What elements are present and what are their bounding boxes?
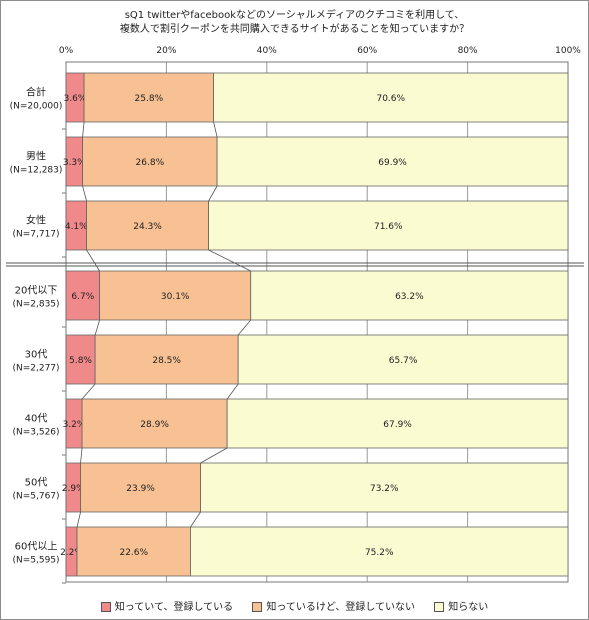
- category-n-label: (N=7,717): [12, 230, 59, 240]
- series-connector-line: [82, 121, 85, 138]
- x-tick-label: 60%: [357, 46, 377, 56]
- series-connector-line: [237, 319, 252, 336]
- series-connector-line: [76, 511, 81, 528]
- bar-segment-unknown: [190, 526, 569, 577]
- bar-segment-known-not-registered: [99, 270, 252, 321]
- legend-label-known-not-registered: 知っているけど、登録していない: [266, 602, 416, 613]
- bar-segment-known-not-registered: [94, 334, 239, 385]
- stacked-bar-chart: 0% 20% 40% 60% 80% 100% 3.6% 25.8% 70.6% 合計 (N=20,…: [6, 46, 584, 584]
- category-n-label: (N=3,526): [12, 428, 59, 438]
- category-n-label: (N=20,000): [10, 102, 63, 112]
- data-label-unknown: 67.9%: [383, 420, 412, 430]
- legend-swatch-known-not-registered: [252, 602, 263, 612]
- bar-segment-unknown: [216, 136, 569, 187]
- category-n-label: (N=12,283): [10, 166, 63, 176]
- legend-item-unknown: 知らない: [434, 598, 488, 613]
- series-connector-line: [200, 447, 228, 464]
- legend-swatch-unknown: [434, 602, 445, 612]
- data-label-unknown: 73.2%: [370, 484, 399, 494]
- category-label: 女性: [26, 214, 46, 227]
- chart-legend: 知っていて、登録している 知っているけど、登録していない 知らない: [0, 598, 589, 613]
- bar-segment-known-not-registered: [80, 462, 201, 513]
- data-label-known-not-registered: 28.9%: [140, 420, 169, 430]
- chart-title-line2: 複数人で割引クーポンを共同購入できるサイトがあることを知っていますか？: [119, 24, 470, 35]
- data-label-registered: 2.2%: [60, 548, 83, 558]
- data-label-registered: 6.7%: [71, 292, 94, 302]
- data-label-known-not-registered: 30.1%: [161, 292, 190, 302]
- category-n-label: (N=5,595): [12, 556, 59, 566]
- legend-label-registered: 知っていて、登録している: [114, 602, 234, 613]
- x-tick-label: 0%: [59, 46, 74, 56]
- bar-segment-unknown: [226, 398, 569, 449]
- x-tick-label: 100%: [555, 46, 581, 56]
- bar-segment-unknown: [250, 270, 569, 321]
- data-label-unknown: 71.6%: [374, 222, 403, 232]
- series-connector-line: [213, 121, 218, 138]
- data-label-registered: 4.1%: [65, 222, 88, 232]
- bar-segment-known-not-registered: [82, 136, 218, 187]
- data-label-known-not-registered: 22.6%: [119, 548, 148, 558]
- series-connector-line: [190, 511, 201, 528]
- category-n-label: (N=2,835): [12, 300, 59, 310]
- category-n-label: (N=2,277): [12, 364, 59, 374]
- bar-segment-known-not-registered: [81, 398, 228, 449]
- plot-border: [65, 61, 569, 583]
- category-label: 合計: [26, 86, 46, 99]
- data-label-unknown: 65.7%: [389, 356, 418, 366]
- series-connector-line: [86, 249, 100, 272]
- data-label-known-not-registered: 24.3%: [133, 222, 162, 232]
- data-label-unknown: 70.6%: [376, 94, 405, 104]
- data-label-registered: 3.6%: [64, 94, 87, 104]
- legend-item-known-not-registered: 知っているけど、登録していない: [252, 598, 415, 613]
- bar-segment-unknown: [213, 72, 569, 123]
- bar-segment-known-not-registered: [76, 526, 191, 577]
- category-label: 男性: [26, 150, 46, 163]
- bar-segment-unknown: [200, 462, 569, 513]
- x-tick-label: 80%: [458, 46, 478, 56]
- series-connector-line: [208, 185, 218, 202]
- category-label: 30代: [25, 349, 48, 361]
- data-label-registered: 2.9%: [62, 484, 85, 494]
- data-label-known-not-registered: 28.5%: [152, 356, 181, 366]
- data-label-registered: 3.3%: [63, 158, 86, 168]
- series-connector-line: [94, 319, 101, 336]
- category-label: 50代: [25, 477, 48, 489]
- data-label-known-not-registered: 23.9%: [126, 484, 155, 494]
- data-label-known-not-registered: 26.8%: [136, 158, 165, 168]
- data-label-known-not-registered: 25.8%: [135, 94, 164, 104]
- data-label-unknown: 69.9%: [378, 158, 407, 168]
- bar-segment-unknown: [237, 334, 569, 385]
- legend-label-unknown: 知らない: [448, 602, 489, 613]
- bar-segment-registered: [65, 334, 96, 385]
- legend-swatch-registered: [100, 602, 111, 612]
- category-label: 20代以下: [15, 285, 58, 297]
- bar-segment-registered: [65, 270, 101, 321]
- series-connector-line: [80, 447, 83, 464]
- bar-segment-known-not-registered: [86, 200, 209, 251]
- x-tick-label: 40%: [257, 46, 277, 56]
- category-label: 40代: [25, 413, 48, 425]
- category-n-label: (N=5,767): [12, 492, 59, 502]
- category-label: 60代以上: [15, 541, 58, 553]
- x-tick-label: 20%: [156, 46, 176, 56]
- data-label-unknown: 75.2%: [365, 548, 394, 558]
- chart-title-line1: sQ1 twitterやfacebookなどのソーシャルメディアのクチコミを利用…: [124, 10, 465, 21]
- bar-segment-unknown: [208, 200, 569, 251]
- series-connector-line: [226, 383, 239, 400]
- data-label-registered: 3.2%: [63, 420, 86, 430]
- data-label-unknown: 63.2%: [395, 292, 424, 302]
- series-connector-line: [81, 383, 96, 400]
- data-label-registered: 5.8%: [69, 356, 92, 366]
- series-connector-line: [82, 185, 87, 202]
- series-connector-line: [208, 249, 251, 272]
- legend-item-registered: 知っていて、登録している: [100, 598, 234, 613]
- bar-segment-known-not-registered: [83, 72, 214, 123]
